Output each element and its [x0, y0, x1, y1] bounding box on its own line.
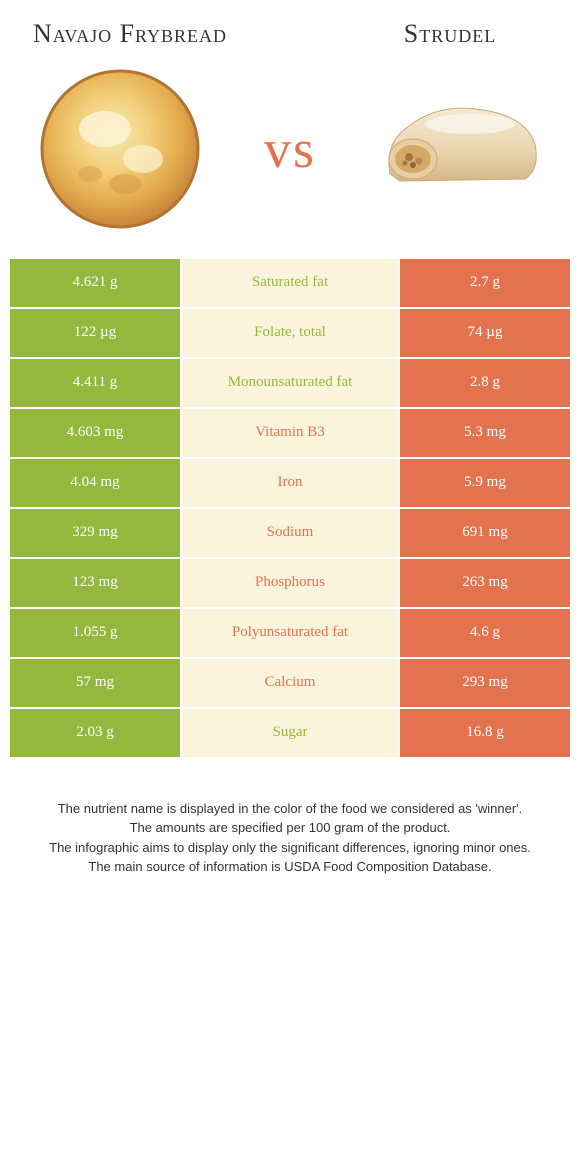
food-left-title: Navajo Frybread — [30, 20, 230, 49]
vs-label: vs — [264, 118, 316, 180]
table-row: 4.603 mgVitamin B35.3 mg — [10, 409, 570, 457]
table-row: 4.04 mgIron5.9 mg — [10, 459, 570, 507]
nutrient-label: Polyunsaturated fat — [182, 609, 398, 657]
value-left: 123 mg — [10, 559, 180, 607]
value-right: 2.7 g — [400, 259, 570, 307]
nutrient-label: Folate, total — [182, 309, 398, 357]
food-right-title: Strudel — [350, 20, 550, 49]
table-row: 329 mgSodium691 mg — [10, 509, 570, 557]
footer-line: The nutrient name is displayed in the co… — [30, 799, 550, 819]
value-right: 293 mg — [400, 659, 570, 707]
value-left: 4.04 mg — [10, 459, 180, 507]
value-right: 2.8 g — [400, 359, 570, 407]
value-left: 57 mg — [10, 659, 180, 707]
value-right: 5.9 mg — [400, 459, 570, 507]
value-left: 122 µg — [10, 309, 180, 357]
nutrient-label: Sodium — [182, 509, 398, 557]
value-right: 691 mg — [400, 509, 570, 557]
value-left: 4.621 g — [10, 259, 180, 307]
value-left: 4.411 g — [10, 359, 180, 407]
value-left: 4.603 mg — [10, 409, 180, 457]
value-right: 263 mg — [400, 559, 570, 607]
table-row: 4.411 gMonounsaturated fat2.8 g — [10, 359, 570, 407]
nutrient-label: Vitamin B3 — [182, 409, 398, 457]
strudel-image — [370, 59, 550, 239]
nutrient-label: Phosphorus — [182, 559, 398, 607]
table-row: 2.03 gSugar16.8 g — [10, 709, 570, 757]
nutrient-label: Iron — [182, 459, 398, 507]
footer-line: The amounts are specified per 100 gram o… — [30, 818, 550, 838]
frybread-image — [30, 59, 210, 239]
footer-notes: The nutrient name is displayed in the co… — [0, 759, 580, 897]
value-right: 5.3 mg — [400, 409, 570, 457]
value-left: 1.055 g — [10, 609, 180, 657]
header: Navajo Frybread Strudel — [0, 0, 580, 59]
value-left: 2.03 g — [10, 709, 180, 757]
images-row: vs — [0, 59, 580, 259]
nutrient-label: Sugar — [182, 709, 398, 757]
nutrient-label: Calcium — [182, 659, 398, 707]
table-row: 4.621 gSaturated fat2.7 g — [10, 259, 570, 307]
value-right: 4.6 g — [400, 609, 570, 657]
footer-line: The main source of information is USDA F… — [30, 857, 550, 877]
table-row: 123 mgPhosphorus263 mg — [10, 559, 570, 607]
value-right: 74 µg — [400, 309, 570, 357]
nutrient-table: 4.621 gSaturated fat2.7 g122 µgFolate, t… — [10, 259, 570, 757]
nutrient-label: Saturated fat — [182, 259, 398, 307]
table-row: 122 µgFolate, total74 µg — [10, 309, 570, 357]
table-row: 57 mgCalcium293 mg — [10, 659, 570, 707]
value-left: 329 mg — [10, 509, 180, 557]
table-row: 1.055 gPolyunsaturated fat4.6 g — [10, 609, 570, 657]
nutrient-label: Monounsaturated fat — [182, 359, 398, 407]
value-right: 16.8 g — [400, 709, 570, 757]
footer-line: The infographic aims to display only the… — [30, 838, 550, 858]
